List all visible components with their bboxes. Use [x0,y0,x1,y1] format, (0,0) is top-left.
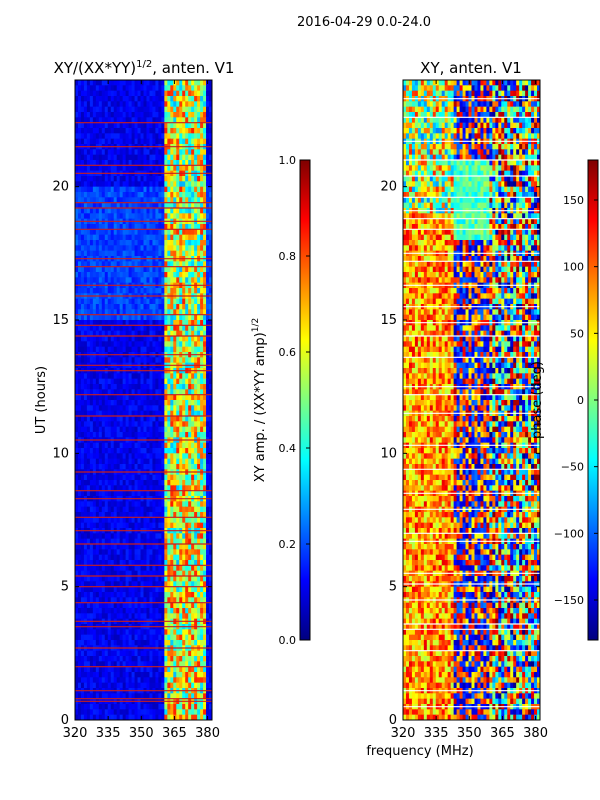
right-ytick-20: 20 [380,180,397,195]
right-ytick-15: 15 [380,313,397,328]
left-xtick-365: 365 [162,726,187,741]
right-y-ticks: 0 5 10 15 20 [380,180,540,728]
right-cbtick-5: 100 [563,261,584,274]
left-ytick-10: 10 [52,446,69,461]
left-colorbar-bar [299,159,311,641]
right-plot-frame [402,79,541,721]
left-xtick-335: 335 [96,726,121,741]
left-title: XY/(XX*YY)1/2, anten. V1 [54,59,235,77]
left-ytick-5: 5 [61,580,69,595]
right-xtick-380: 380 [523,726,548,741]
right-ytick-0: 0 [389,713,397,728]
left-xtick-320: 320 [63,726,88,741]
left-cbtick-4: 0.8 [279,250,297,263]
right-ytick-5: 5 [389,580,397,595]
left-cbtick-0: 0.0 [279,634,297,647]
left-cbtick-2: 0.4 [279,442,297,455]
right-colorbar: −150 −100 −50 0 50 100 150 phase (deg) [530,159,599,641]
right-xtick-335: 335 [424,726,449,741]
left-plot-frame [74,79,213,721]
right-x-ticks: 320 335 350 365 380 [391,80,548,741]
left-cbtick-3: 0.6 [279,346,297,359]
left-cbtick-1: 0.2 [279,538,297,551]
right-colorbar-ticks: −150 −100 −50 0 50 100 150 [554,194,598,607]
left-ytick-0: 0 [61,713,69,728]
right-xtick-320: 320 [391,726,416,741]
right-ytick-10: 10 [380,446,397,461]
right-xtick-350: 350 [457,726,482,741]
right-cbtick-1: −100 [554,527,584,540]
left-ylabel: UT (hours) [34,366,49,434]
right-colorbar-label: phase (deg) [530,361,545,439]
left-colorbar: 0.0 0.2 0.4 0.6 0.8 1.0 XY amp. / (XX*YY amp)… [251,154,311,647]
left-colorbar-label: XY amp. / (XX*YY amp)1/2 [251,318,268,482]
right-cbtick-4: 50 [570,327,584,340]
right-cbtick-2: −50 [561,461,584,474]
right-xtick-365: 365 [490,726,515,741]
left-cbtick-5: 1.0 [279,154,297,167]
left-heatmap [75,80,212,720]
right-cbtick-6: 150 [563,194,584,207]
left-colorbar-ticks: 0.0 0.2 0.4 0.6 0.8 1.0 [279,154,310,647]
suptitle: 2016-04-29 0.0-24.0 [297,15,431,30]
left-xtick-380: 380 [195,726,220,741]
left-x-ticks: 320 335 350 365 380 [63,80,220,741]
left-ytick-20: 20 [52,180,69,195]
shared-xlabel: frequency (MHz) [366,744,473,759]
right-cbtick-3: 0 [577,394,584,407]
right-heatmap [403,80,540,720]
left-panel: XY/(XX*YY)1/2, anten. V1 320 335 350 365 380… [34,59,234,741]
right-cbtick-0: −150 [554,594,584,607]
left-ytick-15: 15 [52,313,69,328]
right-title: XY, anten. V1 [420,59,522,77]
left-xtick-350: 350 [129,726,154,741]
left-y-ticks: 0 5 10 15 20 [52,180,212,728]
right-panel: XY, anten. V1 320 335 350 365 380 0 5 10 15 20 [380,59,548,741]
